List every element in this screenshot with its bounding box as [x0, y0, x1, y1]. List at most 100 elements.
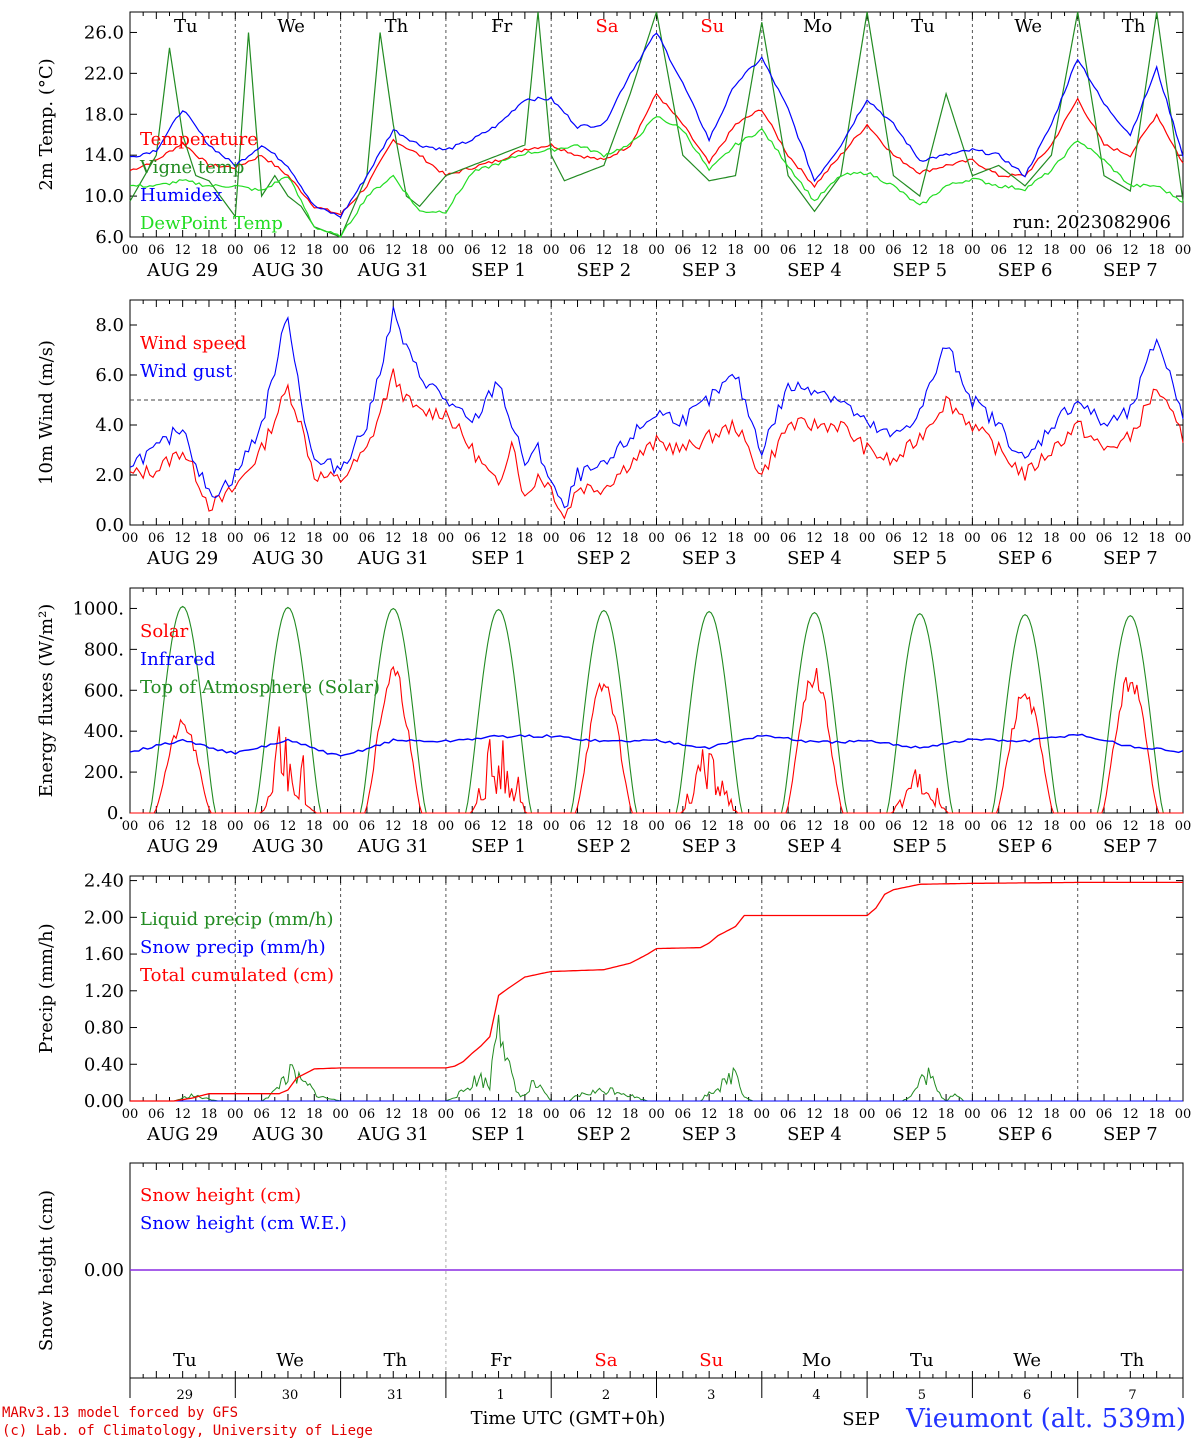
bottom-day-number: 31 — [387, 1388, 404, 1403]
hour-tick-label: 12 — [490, 819, 507, 834]
hour-tick-label: 12 — [385, 819, 402, 834]
hour-tick-label: 12 — [174, 243, 191, 258]
hour-tick-label: 00 — [122, 819, 139, 834]
hour-tick-label: 18 — [622, 819, 639, 834]
hour-tick-label: 00 — [1069, 819, 1086, 834]
series-line-solar — [130, 665, 1183, 814]
hour-tick-label: 12 — [1122, 819, 1139, 834]
hour-tick-label: 18 — [727, 1107, 744, 1122]
hour-tick-label: 12 — [911, 531, 928, 546]
panel-frame — [129, 11, 1184, 238]
bottom-day-number: 1 — [497, 1388, 505, 1403]
series-line-vigne-temp — [129, 11, 1184, 238]
hour-tick-label: 06 — [990, 1107, 1007, 1122]
legend-entry: Snow height (cm) — [140, 1185, 301, 1206]
day-label-top: We — [277, 16, 305, 37]
hour-tick-label: 06 — [569, 819, 586, 834]
hour-tick-label: 06 — [253, 531, 270, 546]
hour-tick-label: 06 — [148, 531, 165, 546]
day-label-top: We — [1014, 16, 1042, 37]
hour-tick-label: 06 — [359, 531, 376, 546]
hour-tick-label: 12 — [701, 243, 718, 258]
hour-tick-label: 00 — [754, 531, 771, 546]
y-tick-label: 600. — [84, 680, 124, 701]
series-line-humidex — [129, 32, 1184, 219]
bottom-day-number: 7 — [1128, 1388, 1136, 1403]
hour-tick-label: 18 — [201, 243, 218, 258]
hour-tick-label: 12 — [911, 819, 928, 834]
y-axis-label: 2m Temp. (°C) — [36, 58, 57, 190]
bottom-day-number: 5 — [918, 1388, 926, 1403]
day-label-top: Mo — [803, 16, 832, 37]
bottom-day-number: 30 — [282, 1388, 299, 1403]
hour-tick-label: 00 — [648, 1107, 665, 1122]
hour-tick-label: 06 — [569, 531, 586, 546]
hour-tick-label: 12 — [701, 819, 718, 834]
hour-tick-label: 12 — [911, 1107, 928, 1122]
hour-tick-label: 00 — [332, 531, 349, 546]
bottom-day-number: 6 — [1023, 1388, 1031, 1403]
date-label: SEP 3 — [682, 260, 737, 281]
hour-tick-label: 12 — [1122, 243, 1139, 258]
hour-tick-label: 00 — [964, 1107, 981, 1122]
hour-tick-label: 06 — [464, 819, 481, 834]
bottom-day-number: 2 — [602, 1388, 610, 1403]
hour-tick-label: 12 — [596, 531, 613, 546]
hour-tick-label: 12 — [701, 1107, 718, 1122]
legend-entry: Liquid precip (mm/h) — [140, 909, 334, 930]
date-label: SEP 7 — [1103, 1124, 1158, 1145]
hour-tick-label: 06 — [885, 243, 902, 258]
day-label-bottom: Tu — [910, 1350, 934, 1371]
y-tick-label: 0.0 — [95, 515, 124, 536]
hour-tick-label: 06 — [253, 243, 270, 258]
date-label: SEP 5 — [892, 548, 947, 569]
bottom-day-number: 4 — [812, 1388, 820, 1403]
hour-tick-label: 18 — [727, 243, 744, 258]
hour-tick-label: 18 — [201, 531, 218, 546]
hour-tick-label: 12 — [1017, 819, 1034, 834]
day-label-top: Th — [385, 16, 409, 37]
hour-tick-label: 00 — [332, 1107, 349, 1122]
date-label: SEP 2 — [576, 548, 631, 569]
hour-tick-label: 00 — [543, 243, 560, 258]
hour-tick-label: 00 — [859, 531, 876, 546]
hour-tick-label: 00 — [227, 243, 244, 258]
hour-tick-label: 06 — [675, 1107, 692, 1122]
hour-tick-label: 12 — [806, 531, 823, 546]
y-tick-label: 1.20 — [84, 981, 124, 1002]
legend-entry: Solar — [140, 621, 189, 642]
hour-tick-label: 00 — [332, 243, 349, 258]
footer-lab-line: (c) Lab. of Climatology, University of L… — [2, 1423, 373, 1439]
hour-tick-label: 12 — [911, 243, 928, 258]
hour-tick-label: 18 — [938, 1107, 955, 1122]
bottom-day-number: 3 — [707, 1388, 715, 1403]
hour-tick-label: 18 — [622, 1107, 639, 1122]
hour-tick-label: 06 — [359, 819, 376, 834]
hour-tick-label: 06 — [359, 1107, 376, 1122]
hour-tick-label: 18 — [1148, 819, 1165, 834]
date-label: SEP 6 — [998, 260, 1053, 281]
hour-tick-label: 12 — [596, 819, 613, 834]
hour-tick-label: 12 — [174, 819, 191, 834]
hour-tick-label: 18 — [1043, 243, 1060, 258]
hour-tick-label: 06 — [990, 531, 1007, 546]
hour-tick-label: 12 — [490, 243, 507, 258]
y-tick-label: 0.00 — [84, 1091, 124, 1112]
hour-tick-label: 00 — [1069, 243, 1086, 258]
legend-entry: Temperature — [140, 129, 258, 150]
hour-tick-label: 12 — [596, 1107, 613, 1122]
y-tick-label: 26.0 — [84, 22, 124, 43]
station-label: Vieumont (alt. 539m) — [906, 1404, 1186, 1434]
date-label: SEP 3 — [682, 548, 737, 569]
hour-tick-label: 18 — [411, 243, 428, 258]
hour-tick-label: 06 — [675, 819, 692, 834]
y-tick-label: 14.0 — [84, 145, 124, 166]
y-tick-label: 0.40 — [84, 1054, 124, 1075]
y-tick-label: 6.0 — [95, 365, 124, 386]
hour-tick-label: 00 — [859, 1107, 876, 1122]
date-label: AUG 29 — [146, 260, 218, 281]
legend-entry: Total cumulated (cm) — [140, 965, 334, 986]
hour-tick-label: 00 — [438, 819, 455, 834]
y-axis-label: 10m Wind (m/s) — [36, 340, 57, 485]
